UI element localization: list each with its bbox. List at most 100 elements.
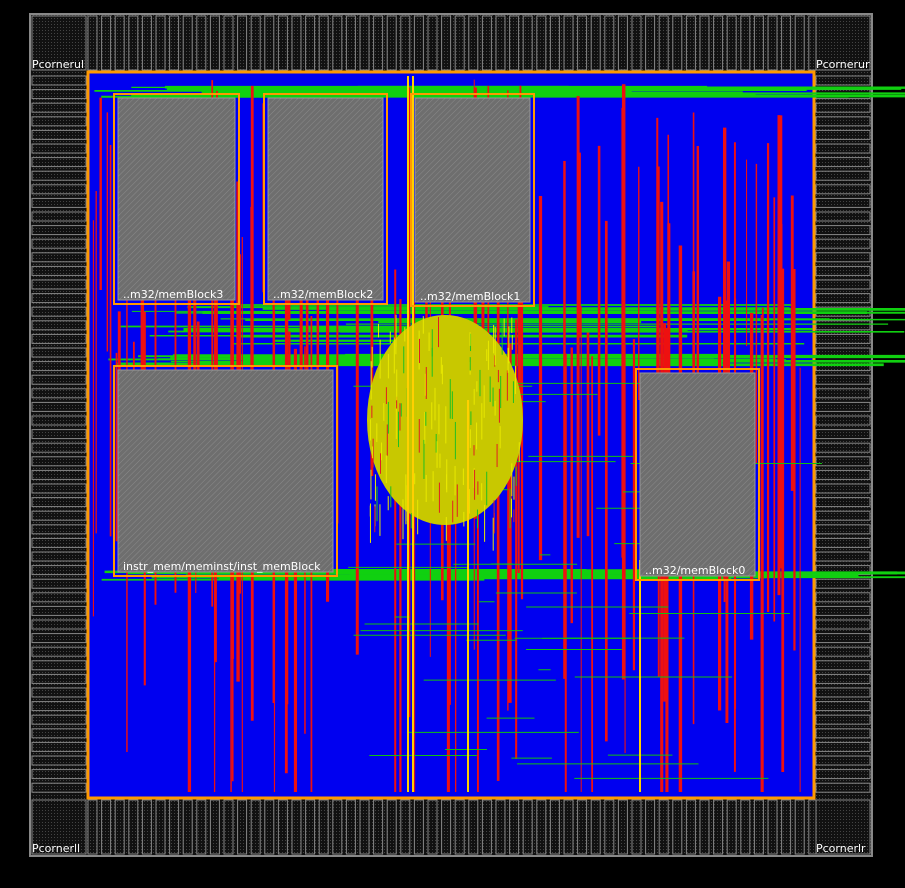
pad	[815, 701, 871, 712]
pad	[169, 15, 180, 71]
macro-label: ..m32/memBlock0	[645, 564, 745, 577]
pad	[209, 15, 220, 71]
pad	[31, 170, 87, 181]
pad	[767, 15, 778, 71]
pad	[141, 799, 152, 855]
pad	[631, 799, 642, 855]
macro-label: ..m32/memBlock1	[420, 290, 520, 303]
pad	[31, 143, 87, 154]
pad	[31, 265, 87, 276]
pad	[815, 728, 871, 739]
pad	[413, 15, 424, 71]
pad	[169, 799, 180, 855]
pad	[31, 306, 87, 317]
pad	[31, 565, 87, 576]
corner-cell	[31, 799, 87, 855]
pad	[509, 799, 520, 855]
pad	[815, 592, 871, 603]
pad	[563, 15, 574, 71]
pad	[815, 265, 871, 276]
pad	[815, 279, 871, 290]
macro-halo	[263, 93, 388, 305]
pad	[441, 15, 452, 71]
pad	[114, 15, 125, 71]
pad	[182, 799, 193, 855]
pad	[359, 799, 370, 855]
pad	[454, 15, 465, 71]
pad	[590, 799, 601, 855]
pad	[658, 15, 669, 71]
pad	[31, 225, 87, 236]
pad	[277, 799, 288, 855]
pad	[740, 15, 751, 71]
pad	[373, 15, 384, 71]
pad	[815, 741, 871, 752]
logic-cluster	[367, 315, 523, 525]
pad	[685, 15, 696, 71]
pad	[427, 15, 438, 71]
pad	[590, 15, 601, 71]
pad	[31, 333, 87, 344]
pad	[31, 741, 87, 752]
pad	[815, 225, 871, 236]
pad	[815, 184, 871, 195]
pad	[815, 660, 871, 671]
macro-halo	[635, 368, 760, 581]
pad	[31, 633, 87, 644]
pad	[31, 347, 87, 358]
pad	[373, 799, 384, 855]
pad	[815, 129, 871, 140]
pad	[31, 252, 87, 263]
pad	[815, 401, 871, 412]
pad	[815, 442, 871, 453]
pad	[815, 497, 871, 508]
macro-halo	[113, 365, 338, 577]
pad	[155, 799, 166, 855]
pad	[182, 15, 193, 71]
pad	[781, 15, 792, 71]
pad	[345, 799, 356, 855]
pad	[815, 157, 871, 168]
pad	[815, 415, 871, 426]
macro-halo	[410, 93, 535, 307]
pad	[237, 15, 248, 71]
pad	[31, 537, 87, 548]
pad	[631, 15, 642, 71]
pad	[672, 15, 683, 71]
macro	[117, 97, 236, 301]
pad	[31, 442, 87, 453]
pad	[237, 799, 248, 855]
pad	[815, 293, 871, 304]
corner-label: Pcornerul	[32, 58, 84, 71]
pad	[645, 799, 656, 855]
pad	[223, 799, 234, 855]
pad	[31, 116, 87, 127]
pad	[31, 157, 87, 168]
pad	[31, 293, 87, 304]
pad	[128, 15, 139, 71]
pad	[726, 15, 737, 71]
pad	[815, 483, 871, 494]
pad	[468, 15, 479, 71]
pad	[128, 799, 139, 855]
macro	[117, 369, 334, 573]
pad	[31, 701, 87, 712]
pad	[815, 456, 871, 467]
pad	[604, 799, 615, 855]
pad	[31, 320, 87, 331]
pad	[815, 524, 871, 535]
macros	[113, 93, 760, 581]
pad	[31, 429, 87, 440]
macro-halo	[113, 93, 240, 305]
pad	[305, 15, 316, 71]
pad	[31, 660, 87, 671]
pad	[31, 769, 87, 780]
pad	[549, 15, 560, 71]
pad	[31, 646, 87, 657]
pad	[31, 361, 87, 372]
macro	[414, 97, 531, 303]
pad	[318, 799, 329, 855]
pad	[713, 15, 724, 71]
pad	[815, 578, 871, 589]
pad	[31, 483, 87, 494]
